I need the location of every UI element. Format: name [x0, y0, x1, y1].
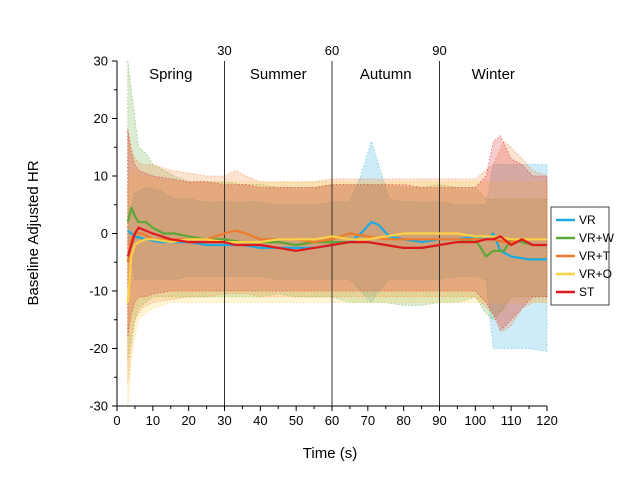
- legend-label-1: VR+W: [579, 231, 615, 245]
- divider-label-2: 90: [432, 43, 446, 58]
- y-tick-label-6: 30: [94, 54, 108, 69]
- x-tick-label-3: 30: [217, 413, 231, 428]
- x-tick-label-2: 20: [181, 413, 195, 428]
- x-tick-label-4: 40: [253, 413, 267, 428]
- x-tick-label-9: 90: [432, 413, 446, 428]
- x-tick-label-1: 10: [146, 413, 160, 428]
- y-tick-label-1: -20: [89, 341, 108, 356]
- y-tick-label-2: -10: [89, 284, 108, 299]
- season-label-2: Autumn: [360, 66, 412, 83]
- chart-labels: Time (s) Baseline Adjusted HR: [25, 160, 357, 462]
- legend-label-0: VR: [579, 213, 596, 227]
- band-4: [127, 129, 548, 338]
- x-tick-label-8: 80: [396, 413, 410, 428]
- series-line-4: [126, 226, 547, 257]
- band-0: [127, 140, 548, 352]
- x-tick-label-10: 100: [464, 413, 486, 428]
- legend: VR VR+W VR+T VR+O ST: [550, 206, 615, 306]
- series-lines: [126, 206, 547, 303]
- x-tick-label-12: 120: [536, 413, 558, 428]
- y-tick-label-4: 10: [94, 169, 108, 184]
- x-tick-label-5: 50: [289, 413, 303, 428]
- legend-label-3: VR+O: [579, 267, 612, 281]
- x-tick-label-0: 0: [113, 413, 120, 428]
- series-line-1: [126, 206, 547, 258]
- season-label-1: Summer: [250, 66, 307, 83]
- y-tick-label-3: 0: [101, 226, 108, 241]
- legend-label-2: VR+T: [579, 249, 611, 263]
- y-tick-label-5: 20: [94, 111, 108, 126]
- band-1: [127, 60, 548, 361]
- y-tick-label-0: -30: [89, 399, 108, 414]
- legend-label-4: ST: [579, 285, 595, 299]
- band-2: [127, 129, 548, 384]
- season-label-0: Spring: [149, 66, 192, 83]
- series-line-3: [126, 232, 547, 303]
- x-axis-title: Time (s): [303, 445, 357, 462]
- divider-label-1: 60: [325, 43, 339, 58]
- y-axis-title: Baseline Adjusted HR: [25, 160, 42, 305]
- axes: 0 10 20 30 40 50 60 70 80 90 100 110 120 -30 -20 -10 0 10…: [89, 54, 558, 429]
- confidence-bands: [127, 60, 548, 407]
- x-tick-label-11: 110: [501, 413, 522, 428]
- season-label-3: Winter: [472, 66, 515, 83]
- divider-label-0: 30: [217, 43, 231, 58]
- x-tick-label-6: 60: [325, 413, 339, 428]
- band-3: [127, 169, 548, 407]
- x-tick-label-7: 70: [361, 413, 375, 428]
